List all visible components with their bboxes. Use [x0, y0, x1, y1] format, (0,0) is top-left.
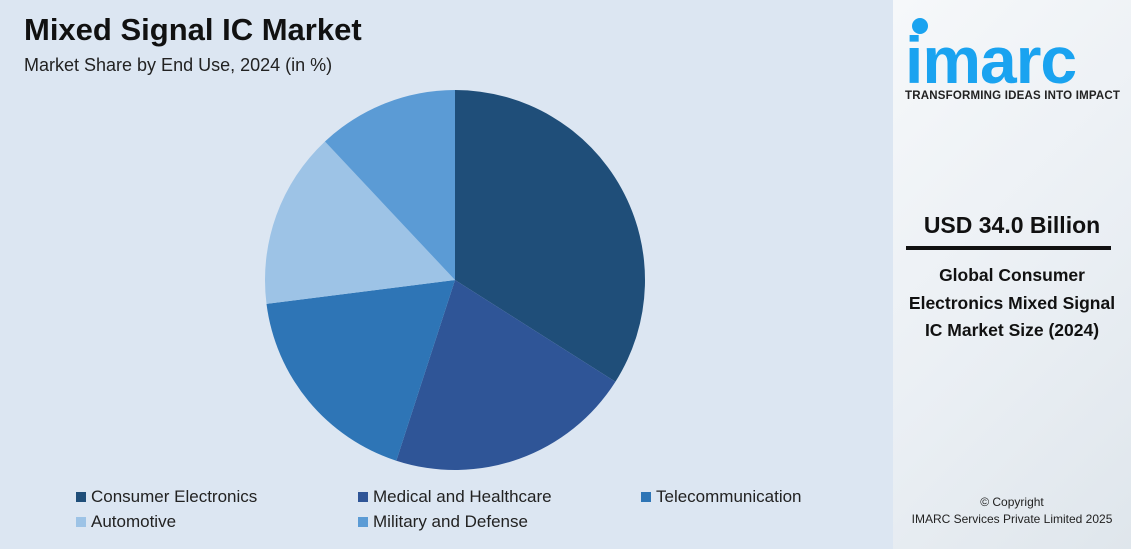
divider — [906, 246, 1111, 250]
copyright-line: IMARC Services Private Limited 2025 — [911, 512, 1113, 526]
legend-swatch — [358, 517, 368, 527]
info-panel: imarc TRANSFORMING IDEAS INTO IMPACT USD… — [893, 0, 1131, 549]
legend-swatch — [358, 492, 368, 502]
legend-label: Consumer Electronics — [91, 487, 258, 506]
legend-item: Automotive — [76, 512, 176, 532]
chart-subtitle: Market Share by End Use, 2024 (in %) — [24, 55, 333, 75]
legend-swatch — [76, 517, 86, 527]
imarc-logo: imarc — [905, 18, 1077, 88]
legend-label: Medical and Healthcare — [373, 487, 552, 506]
pie-slice-consumer-electronics — [455, 90, 646, 382]
legend-label: Automotive — [91, 512, 177, 531]
legend-label: Military and Defense — [373, 512, 528, 531]
pie-slice-military-and-defense — [324, 90, 455, 280]
svg-text:imarc: imarc — [905, 23, 1076, 88]
chart-title: Mixed Signal IC Market — [24, 12, 362, 47]
legend-item: Telecommunication — [641, 487, 802, 507]
legend-item: Medical and Healthcare — [358, 487, 552, 507]
legend-item: Consumer Electronics — [76, 487, 257, 507]
market-value: USD 34.0 Billion — [923, 212, 1101, 238]
legend-swatch — [641, 492, 651, 502]
tagline: TRANSFORMING IDEAS INTO IMPACT — [905, 90, 1121, 102]
pie-chart — [265, 90, 646, 470]
copyright: © Copyright IMARC Services Private Limit… — [893, 494, 1131, 528]
market-description: Global Consumer Electronics Mixed Signal… — [908, 265, 1116, 340]
chart-panel: Mixed Signal IC Market Market Share by E… — [0, 0, 893, 549]
legend-swatch — [76, 492, 86, 502]
pie-slice-medical-and-healthcare — [396, 280, 616, 470]
pie-slice-automotive — [265, 141, 455, 304]
legend-label: Telecommunication — [656, 487, 802, 506]
copyright-line: © Copyright — [980, 495, 1044, 509]
pie-slice-telecommunication — [266, 280, 455, 461]
legend-item: Military and Defense — [358, 512, 528, 532]
